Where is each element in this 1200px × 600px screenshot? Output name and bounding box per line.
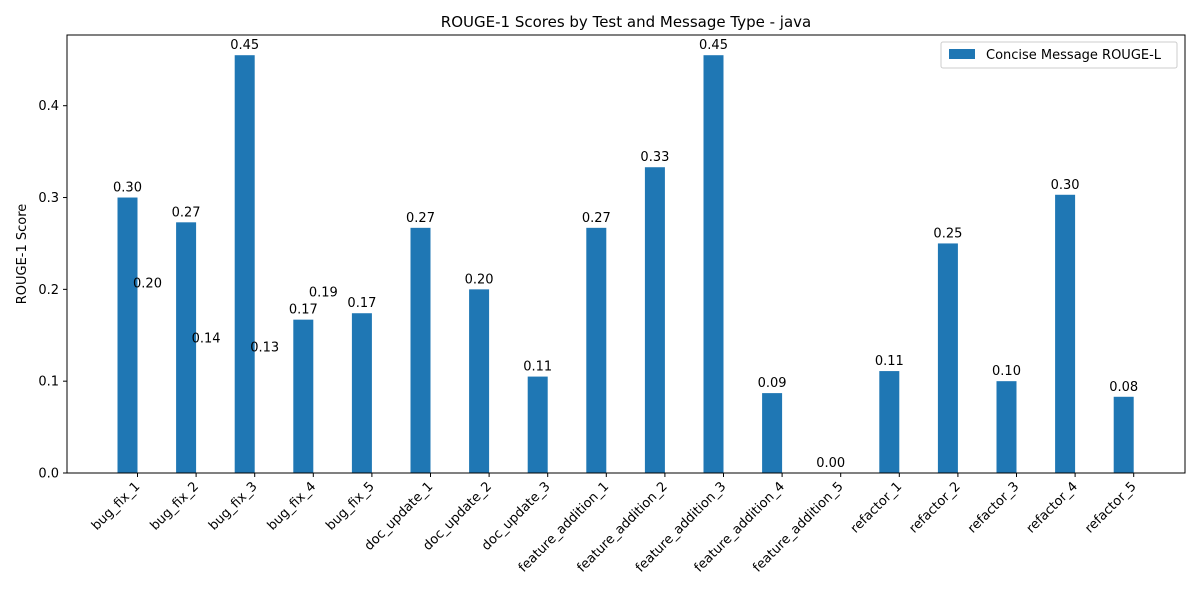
x-tick-label: refactor_5 [1082,479,1139,536]
data-label-doc_update_2: 0.20 [465,272,494,287]
data-label-bug_fix_4: 0.17 [289,303,318,318]
bar-bug_fix_1 [117,197,138,473]
x-tick-label: bug_fix_3 [206,479,260,533]
bar-bug_fix_4 [293,319,314,473]
bar-feature_addition_1 [586,227,607,473]
data-labels-group: 0.30 0.27 0.45 0.17 0.17 0.27 0.20 0.11 0.27 0.33… [113,38,1138,471]
bar-refactor_3 [996,381,1017,473]
data-label-refactor_5: 0.08 [1109,380,1138,395]
data-label-doc_update_3: 0.11 [523,360,552,375]
bar-doc_update_1 [410,227,431,473]
y-axis-label: ROUGE-1 Score [15,204,30,305]
y-tick-label: 0.3 [38,191,59,206]
data-label-bug_fix_3: 0.45 [230,38,259,53]
data-label-refactor_1: 0.11 [875,354,904,369]
bar-refactor_2 [937,243,958,473]
y-tick-label: 0.4 [38,99,59,114]
data-label-refactor_2: 0.25 [933,226,962,241]
annotation-bug_fix_3: 0.13 [250,341,279,356]
bar-doc_update_2 [469,289,490,473]
x-tick-label: refactor_4 [1024,479,1081,536]
bar-doc_update_3 [527,376,548,473]
y-axis: 0.0 0.1 0.2 0.3 0.4 [38,99,67,482]
bar-refactor_1 [879,371,900,473]
annotation-bug_fix_2: 0.14 [192,331,221,346]
plot-frame [66,34,1186,474]
data-label-doc_update_1: 0.27 [406,211,435,226]
x-tick-label: bug_fix_1 [89,479,143,533]
x-tick-label: bug_fix_2 [148,479,202,533]
bar-bug_fix_5 [351,313,372,473]
legend-box [940,41,1178,69]
data-label-refactor_3: 0.10 [992,364,1021,379]
x-tick-label: bug_fix_5 [323,479,377,533]
bar-bug_fix_2 [176,222,197,473]
bar-refactor_5 [1113,396,1134,473]
x-tick-label: bug_fix_4 [265,479,319,533]
legend-swatch [949,49,975,59]
x-tick-label: refactor_1 [848,479,905,536]
data-label-feature_addition_2: 0.33 [640,150,669,165]
legend-label: Concise Message ROUGE-L [986,48,1162,63]
data-label-feature_addition_4: 0.09 [758,376,787,391]
data-label-refactor_4: 0.30 [1051,178,1080,193]
bars-group [117,55,1134,473]
chart-title: ROUGE-1 Scores by Test and Message Type … [441,13,811,31]
data-label-bug_fix_1: 0.30 [113,181,142,196]
annotations-group: 0.20 0.14 0.13 0.19 [133,276,338,355]
x-tick-label: refactor_3 [965,479,1022,536]
bar-feature_addition_4 [762,393,783,473]
x-tick-label: refactor_2 [907,479,964,536]
data-label-bug_fix_2: 0.27 [172,205,201,220]
data-label-bug_fix_5: 0.17 [347,296,376,311]
bar-refactor_4 [1055,194,1076,473]
data-label-feature_addition_3: 0.45 [699,38,728,53]
bar-bug_fix_3 [234,55,255,473]
y-tick-label: 0.1 [38,375,59,390]
annotation-bug_fix_1: 0.20 [133,276,162,291]
bar-feature_addition_2 [644,167,665,473]
x-axis: bug_fix_1 bug_fix_2 bug_fix_3 bug_fix_4 bug_… [89,473,1140,576]
bar-feature_addition_3 [703,55,724,473]
data-label-feature_addition_5: 0.00 [816,456,845,471]
y-tick-label: 0.0 [38,467,59,482]
data-label-feature_addition_1: 0.27 [582,211,611,226]
legend: Concise Message ROUGE-L [940,41,1178,69]
y-tick-label: 0.2 [38,283,59,298]
annotation-bug_fix_4: 0.19 [309,286,338,301]
